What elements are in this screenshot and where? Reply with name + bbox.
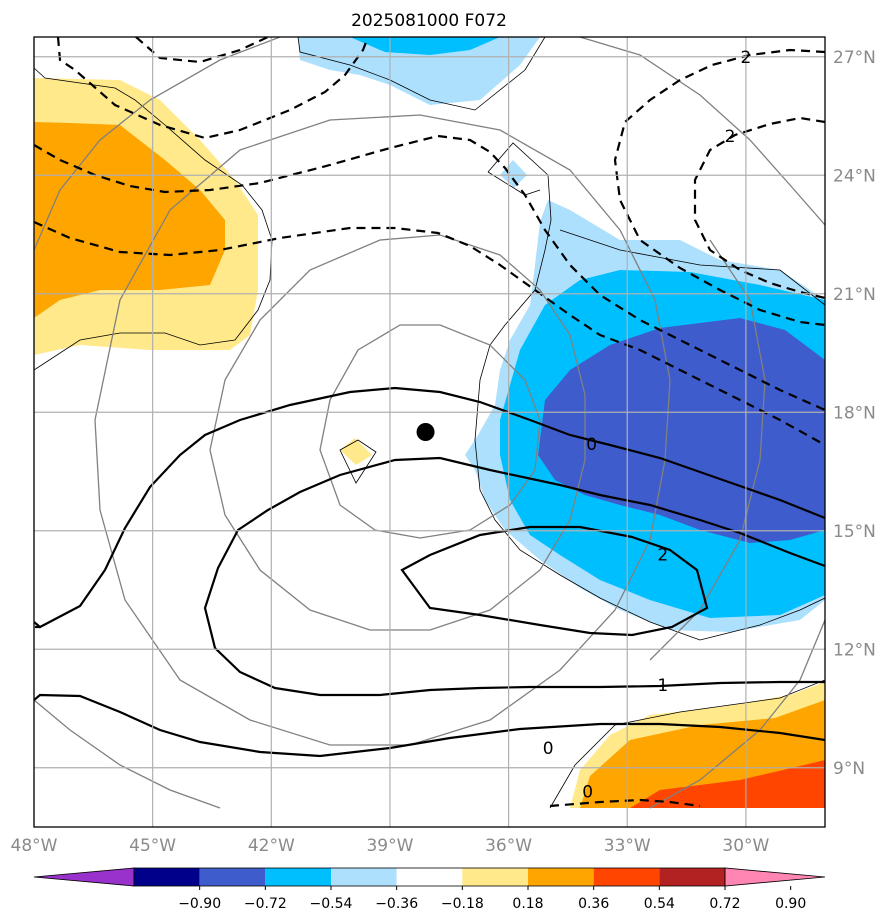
lat-tick-label: 12°N [833, 640, 876, 660]
contour-0-upper [34, 386, 825, 629]
lat-tick-label: 27°N [833, 48, 876, 68]
colorbar-label: −0.36 [375, 896, 418, 912]
grey-contour-2 [209, 234, 586, 631]
shading-lightblue-north [298, 37, 540, 105]
shading-yellow-small [340, 438, 372, 465]
dashed-contour-3 [56, 37, 370, 140]
colorbar-segment [199, 868, 266, 886]
shading-red-se [630, 760, 825, 808]
colorbar-label: −0.18 [441, 896, 484, 912]
colorbar-label: 0.72 [709, 896, 740, 912]
contour-label: 0 [586, 435, 597, 455]
lat-tick-label: 18°N [833, 403, 876, 423]
lat-tick-label: 15°N [833, 522, 876, 542]
colorbar-segment [331, 868, 397, 886]
contour-labels: 2 2 0 2 1 0 0 [543, 48, 752, 803]
contour-label: 2 [657, 545, 668, 565]
colorbar-label: 0.54 [644, 896, 675, 912]
thin-contour-east [559, 229, 825, 306]
contour-label: 0 [543, 739, 554, 759]
shading-blue-north [350, 37, 500, 55]
grey-contour-5 [579, 37, 825, 226]
lat-tick-label: 24°N [833, 166, 876, 186]
contour-label: 2 [740, 48, 751, 68]
longitude-tick-labels: 48°W 45°W 42°W 39°W 36°W 33°W 30°W [11, 836, 770, 856]
lat-tick-label: 9°N [833, 759, 865, 779]
lon-tick-label: 45°W [129, 836, 176, 856]
contour-1-loop [203, 456, 825, 697]
dashed-contour-6 [693, 116, 825, 300]
colorbar-label: −0.54 [310, 896, 353, 912]
colorbar-extend-max [724, 867, 826, 887]
map-frame [33, 36, 826, 828]
latitude-tick-labels: 9°N 12°N 15°N 18°N 21°N 24°N 27°N [833, 48, 876, 779]
colorbar-segment [659, 868, 725, 886]
thin-contour-box [474, 142, 825, 641]
chart-title: 2025081000 F072 [351, 11, 507, 31]
contour-0-lower [34, 693, 825, 758]
graticule [33, 37, 825, 827]
positive-shading [34, 78, 825, 808]
colorbar-label: 0.18 [512, 896, 543, 912]
dashed-contour-1 [34, 134, 825, 412]
map-area [34, 37, 825, 809]
shading-orange-west [34, 122, 225, 318]
lon-tick-label: 33°W [604, 836, 651, 856]
colorbar-segment [462, 868, 528, 886]
colorbar-segment [528, 868, 594, 886]
colorbar-outline [133, 867, 726, 887]
colorbar-segment [134, 868, 200, 886]
dashed-contour-7 [549, 798, 701, 808]
grey-contour-4b [34, 699, 221, 809]
colorbar-label: −0.72 [244, 896, 287, 912]
dashed-contour-5 [613, 48, 825, 327]
colorbar-label: 0.90 [775, 896, 806, 912]
colorbar: −0.90 −0.72 −0.54 −0.36 −0.18 0.18 0.36 0.54 0.7… [33, 867, 826, 912]
lat-tick-label: 21°N [833, 285, 876, 305]
dashed-contours [34, 37, 825, 808]
lon-tick-label: 30°W [722, 836, 769, 856]
lon-tick-label: 42°W [248, 836, 295, 856]
lon-tick-label: 39°W [366, 836, 413, 856]
lon-tick-label: 48°W [11, 836, 58, 856]
colorbar-segment [265, 868, 331, 886]
contour-label: 2 [725, 127, 736, 147]
contour-label: 0 [582, 782, 593, 802]
colorbar-segment [396, 868, 463, 886]
center-marker [416, 423, 435, 441]
colorbar-label: −0.90 [178, 896, 221, 912]
dashed-contour-2 [34, 220, 825, 446]
colorbar-segment [593, 868, 660, 886]
colorbar-label: 0.36 [578, 896, 609, 912]
contour-label: 1 [657, 676, 668, 696]
colorbar-extend-min [33, 867, 135, 887]
lon-tick-label: 36°W [485, 836, 532, 856]
dashed-contour-4 [135, 37, 269, 64]
shading-lightblue-small [500, 160, 527, 188]
grey-contour-6 [649, 239, 766, 661]
thin-contour-north [297, 37, 546, 111]
